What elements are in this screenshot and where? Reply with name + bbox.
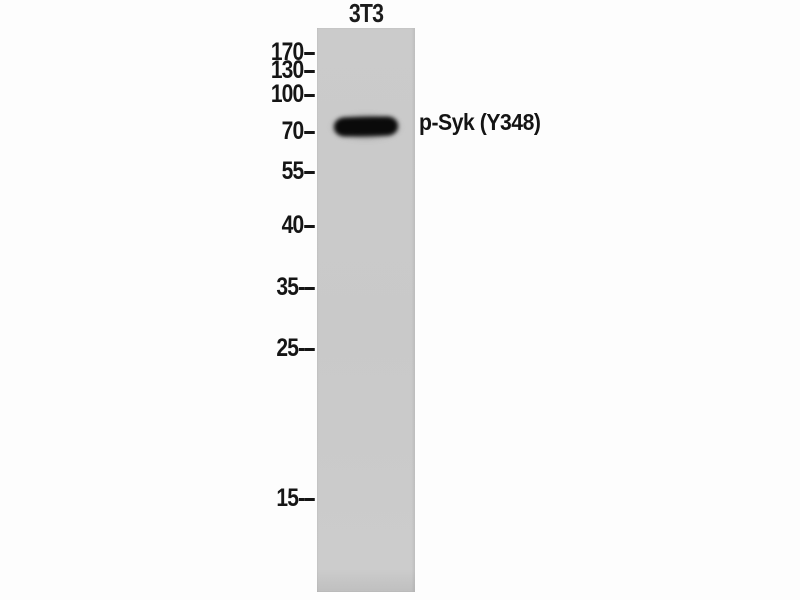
mw-marker-dashes: --	[303, 80, 315, 108]
mw-marker-40: 40--	[227, 211, 316, 239]
mw-marker-35: 35---	[227, 273, 316, 301]
mw-marker-55: 55--	[227, 157, 316, 185]
mw-marker-15: 15---	[227, 484, 316, 512]
band-label: p-Syk (Y348)	[419, 109, 541, 135]
mw-marker-170: 170--	[227, 38, 316, 66]
mw-marker-130: 130--	[227, 56, 316, 84]
protein-band	[333, 116, 399, 137]
mw-marker-25: 25---	[227, 334, 316, 362]
mw-marker-dashes: --	[303, 56, 315, 84]
mw-marker-70: 70--	[227, 117, 316, 145]
mw-marker-100: 100--	[227, 80, 316, 108]
mw-marker-label: 170	[270, 38, 304, 66]
mw-marker-dashes: --	[303, 211, 315, 239]
mw-marker-label: 35	[276, 273, 299, 301]
mw-marker-label: 40	[281, 211, 305, 239]
mw-marker-dashes: ---	[298, 334, 316, 362]
lane-label: 3T3	[348, 0, 384, 28]
mw-marker-label: 15	[276, 484, 299, 512]
mw-marker-dashes: --	[303, 157, 315, 185]
mw-marker-dashes: --	[303, 117, 315, 145]
mw-marker-label: 100	[270, 80, 304, 108]
mw-marker-dashes: ---	[298, 273, 316, 301]
mw-marker-label: 55	[281, 157, 305, 185]
mw-marker-label: 130	[270, 56, 304, 84]
mw-marker-label: 25	[276, 334, 299, 362]
mw-marker-dashes: --	[303, 38, 315, 66]
mw-marker-label: 70	[281, 117, 305, 145]
mw-marker-dashes: ---	[298, 484, 316, 512]
